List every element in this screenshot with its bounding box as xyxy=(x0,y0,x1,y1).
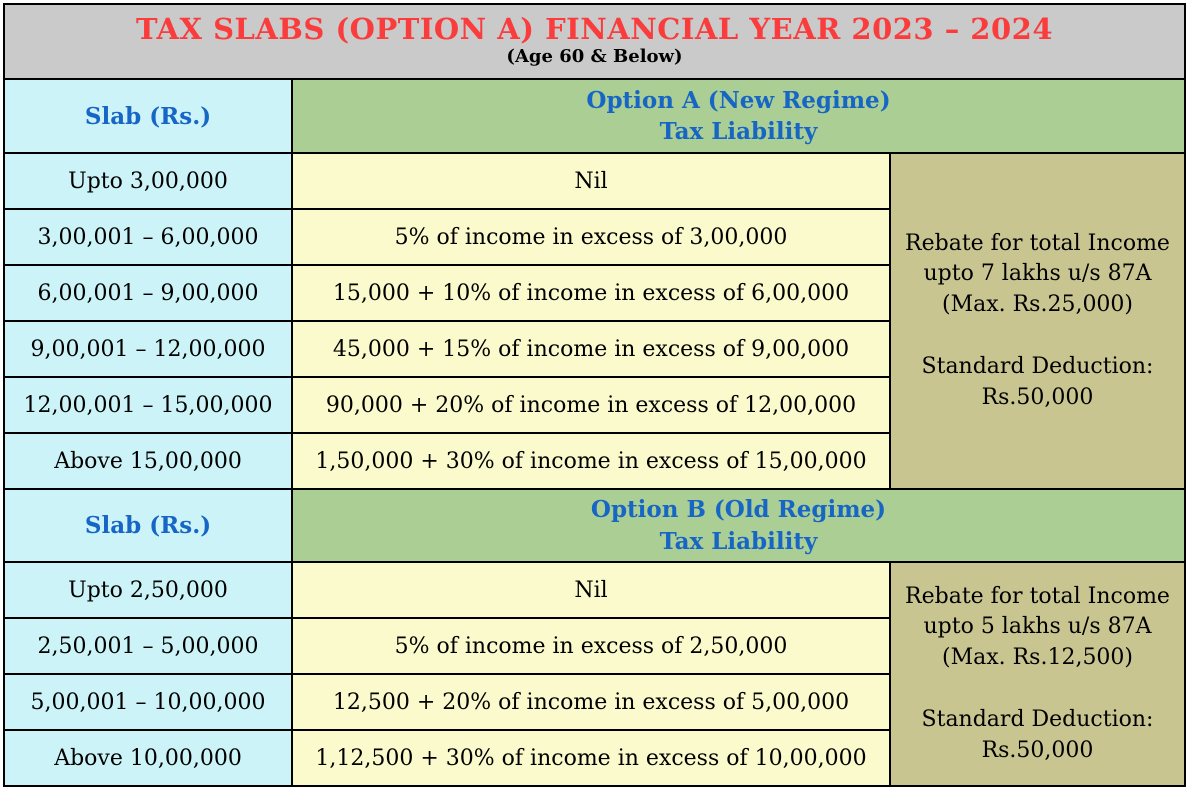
table-row: 3,00,001 – 6,00,000 5% of income in exce… xyxy=(3,208,1185,266)
page-title: TAX SLABS (OPTION A) FINANCIAL YEAR 2023… xyxy=(135,12,1054,47)
table-row: 9,00,001 – 12,00,000 45,000 + 15% of inc… xyxy=(3,320,1185,378)
table-row: 6,00,001 – 9,00,000 15,000 + 10% of inco… xyxy=(3,264,1185,322)
liability-value: 12,500 + 20% of income in excess of 5,00… xyxy=(291,673,891,731)
slab-value: 9,00,001 – 12,00,000 xyxy=(3,320,293,378)
page-subtitle: (Age 60 & Below) xyxy=(506,46,683,68)
table-row: 5,00,001 – 10,00,000 12,500 + 20% of inc… xyxy=(3,673,1185,731)
liability-value: 1,12,500 + 30% of income in excess of 10… xyxy=(291,729,891,787)
section-a-slab-header: Slab (Rs.) xyxy=(3,78,293,154)
liability-value: 45,000 + 15% of income in excess of 9,00… xyxy=(291,320,891,378)
slab-value: 2,50,001 – 5,00,000 xyxy=(3,617,293,675)
section-a-regime-header: Option A (New Regime) Tax Liability xyxy=(291,78,1186,154)
slab-value: Above 10,00,000 xyxy=(3,729,293,787)
slab-value: 12,00,001 – 15,00,000 xyxy=(3,376,293,434)
liability-value: 1,50,000 + 30% of income in excess of 15… xyxy=(291,432,891,490)
liability-value: 15,000 + 10% of income in excess of 6,00… xyxy=(291,264,891,322)
table-row: Upto 3,00,000 Nil Rebate for total Incom… xyxy=(3,152,1186,490)
liability-value: 5% of income in excess of 2,50,000 xyxy=(291,617,891,675)
table-row: Above 10,00,000 1,12,500 + 30% of income… xyxy=(3,729,1185,787)
slab-value: 6,00,001 – 9,00,000 xyxy=(3,264,293,322)
tax-slab-sheet: TAX SLABS (OPTION A) FINANCIAL YEAR 2023… xyxy=(3,3,1186,787)
slab-value: Upto 3,00,000 xyxy=(3,152,293,210)
section-a-note: Rebate for total Income upto 7 lakhs u/s… xyxy=(889,152,1186,490)
table-row: Upto 2,50,000 Nil Rebate for total Incom… xyxy=(3,561,1186,787)
table-row: 2,50,001 – 5,00,000 5% of income in exce… xyxy=(3,617,1185,675)
title-block: TAX SLABS (OPTION A) FINANCIAL YEAR 2023… xyxy=(3,3,1186,80)
slab-value: 3,00,001 – 6,00,000 xyxy=(3,208,293,266)
section-b-regime-header: Option B (Old Regime) Tax Liability xyxy=(291,488,1186,563)
table-row: Above 15,00,000 1,50,000 + 30% of income… xyxy=(3,432,1185,490)
table-row: 12,00,001 – 15,00,000 90,000 + 20% of in… xyxy=(3,376,1185,434)
section-b-note: Rebate for total Income upto 5 lakhs u/s… xyxy=(889,561,1186,787)
liability-value: Nil xyxy=(291,152,891,210)
liability-value: 90,000 + 20% of income in excess of 12,0… xyxy=(291,376,891,434)
liability-value: Nil xyxy=(291,561,891,619)
slab-value: 5,00,001 – 10,00,000 xyxy=(3,673,293,731)
liability-value: 5% of income in excess of 3,00,000 xyxy=(291,208,891,266)
section-b-slab-header: Slab (Rs.) xyxy=(3,488,293,563)
tax-slab-table: TAX SLABS (OPTION A) FINANCIAL YEAR 2023… xyxy=(3,3,1186,787)
slab-value: Upto 2,50,000 xyxy=(3,561,293,619)
slab-value: Above 15,00,000 xyxy=(3,432,293,490)
